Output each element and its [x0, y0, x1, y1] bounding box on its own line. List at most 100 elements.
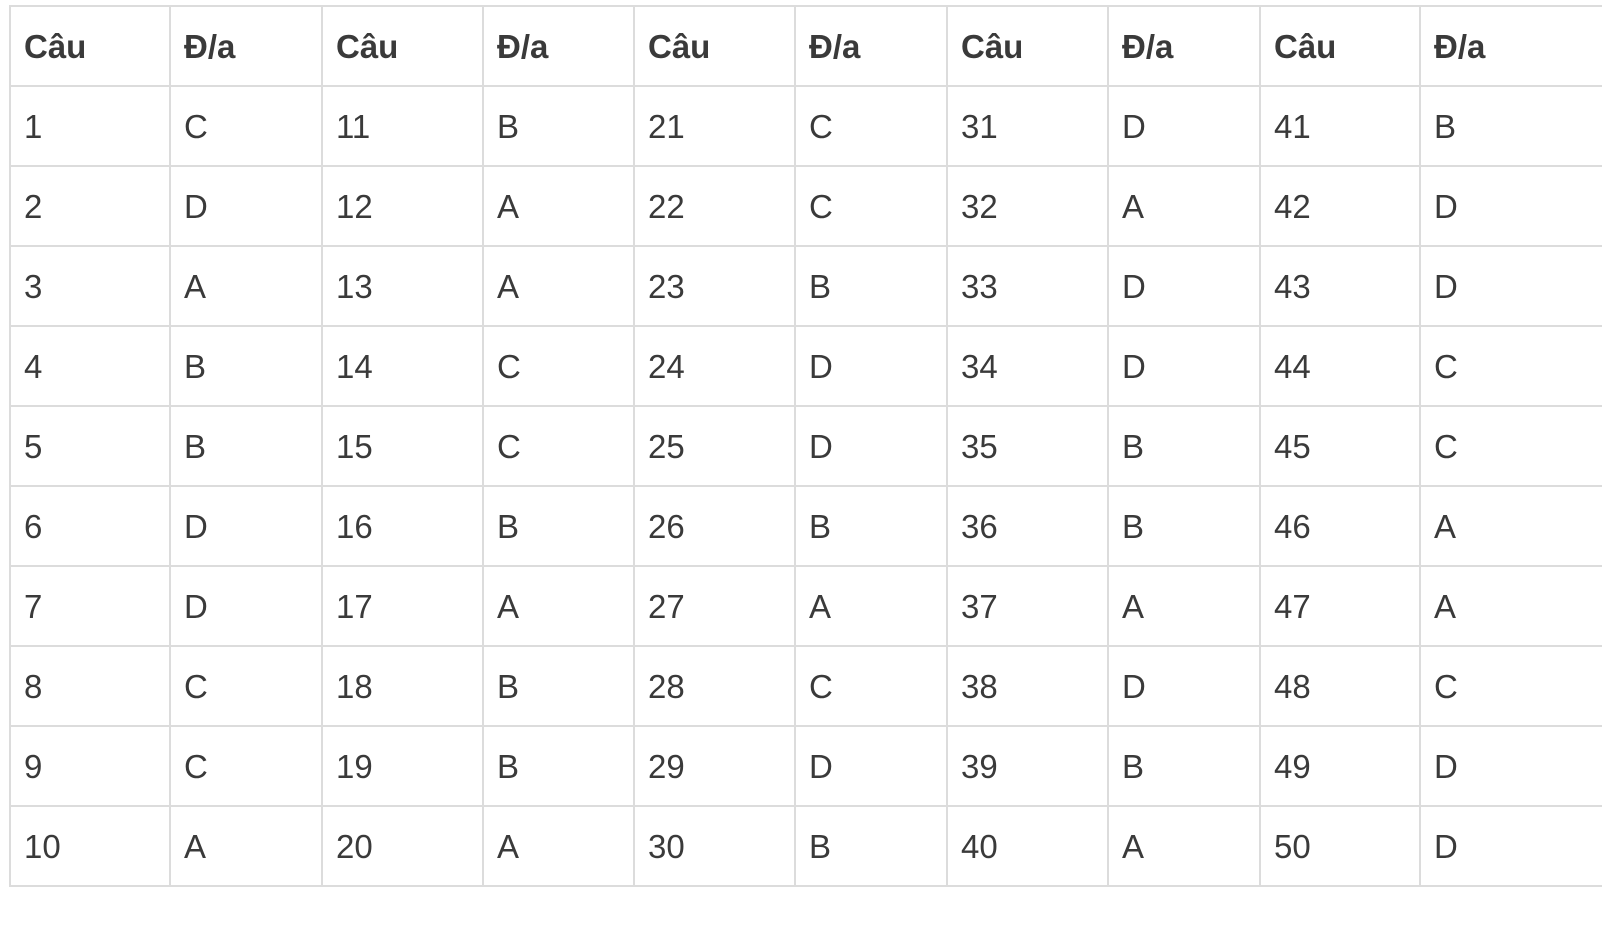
question-number: 20 — [321, 805, 484, 887]
answer-letter: B — [1107, 485, 1261, 567]
question-number: 5 — [9, 405, 171, 487]
question-number: 46 — [1259, 485, 1421, 567]
question-number: 15 — [321, 405, 484, 487]
question-number: 13 — [321, 245, 484, 327]
answer-letter: A — [482, 165, 635, 247]
answer-letter: A — [1419, 485, 1602, 567]
answer-letter: A — [1107, 165, 1261, 247]
answer-letter: D — [1107, 85, 1261, 167]
answer-letter: D — [794, 405, 948, 487]
answer-letter: B — [482, 645, 635, 727]
question-number: 1 — [9, 85, 171, 167]
question-number: 27 — [633, 565, 796, 647]
answer-letter: B — [482, 85, 635, 167]
table-row: 1 C 11 B 21 C 31 D 41 B — [9, 85, 1602, 167]
answer-letter: D — [794, 325, 948, 407]
question-number: 7 — [9, 565, 171, 647]
answer-letter: B — [1107, 725, 1261, 807]
answer-letter: C — [1419, 645, 1602, 727]
question-number: 19 — [321, 725, 484, 807]
answer-letter: A — [1419, 565, 1602, 647]
question-number: 16 — [321, 485, 484, 567]
answer-letter: D — [1107, 325, 1261, 407]
answer-letter: A — [482, 565, 635, 647]
header-question-4: Câu — [946, 5, 1109, 87]
answer-letter: C — [1419, 405, 1602, 487]
question-number: 8 — [9, 645, 171, 727]
question-number: 11 — [321, 85, 484, 167]
table-header-row: Câu Đ/a Câu Đ/a Câu Đ/a Câu Đ/a Câu Đ/a — [9, 5, 1602, 87]
answer-letter: A — [482, 245, 635, 327]
question-number: 14 — [321, 325, 484, 407]
answer-letter: C — [482, 325, 635, 407]
answer-letter: B — [794, 485, 948, 567]
answer-letter: C — [169, 725, 323, 807]
table-row: 7 D 17 A 27 A 37 A 47 A — [9, 565, 1602, 647]
table-row: 2 D 12 A 22 C 32 A 42 D — [9, 165, 1602, 247]
header-answer-4: Đ/a — [1107, 5, 1261, 87]
question-number: 34 — [946, 325, 1109, 407]
question-number: 2 — [9, 165, 171, 247]
answer-letter: D — [1419, 165, 1602, 247]
question-number: 21 — [633, 85, 796, 167]
table-row: 9 C 19 B 29 D 39 B 49 D — [9, 725, 1602, 807]
question-number: 32 — [946, 165, 1109, 247]
answer-letter: A — [169, 805, 323, 887]
answer-letter: A — [169, 245, 323, 327]
question-number: 39 — [946, 725, 1109, 807]
header-answer-2: Đ/a — [482, 5, 635, 87]
answer-letter: C — [794, 165, 948, 247]
table-row: 6 D 16 B 26 B 36 B 46 A — [9, 485, 1602, 567]
question-number: 37 — [946, 565, 1109, 647]
answer-letter: A — [794, 565, 948, 647]
answer-letter: A — [1107, 565, 1261, 647]
answer-letter: C — [482, 405, 635, 487]
question-number: 28 — [633, 645, 796, 727]
question-number: 29 — [633, 725, 796, 807]
answer-letter: D — [169, 485, 323, 567]
question-number: 47 — [1259, 565, 1421, 647]
answer-letter: C — [169, 645, 323, 727]
answer-letter: B — [794, 805, 948, 887]
question-number: 23 — [633, 245, 796, 327]
answer-letter: B — [169, 325, 323, 407]
header-answer-1: Đ/a — [169, 5, 323, 87]
question-number: 41 — [1259, 85, 1421, 167]
answer-letter: B — [794, 245, 948, 327]
answer-letter: B — [482, 725, 635, 807]
question-number: 30 — [633, 805, 796, 887]
question-number: 48 — [1259, 645, 1421, 727]
header-question-2: Câu — [321, 5, 484, 87]
answer-letter: D — [794, 725, 948, 807]
answer-letter: C — [1419, 325, 1602, 407]
question-number: 24 — [633, 325, 796, 407]
question-number: 12 — [321, 165, 484, 247]
table-row: 3 A 13 A 23 B 33 D 43 D — [9, 245, 1602, 327]
question-number: 3 — [9, 245, 171, 327]
question-number: 31 — [946, 85, 1109, 167]
question-number: 35 — [946, 405, 1109, 487]
answer-letter: D — [1419, 805, 1602, 887]
answer-letter: B — [482, 485, 635, 567]
header-question-1: Câu — [9, 5, 171, 87]
question-number: 38 — [946, 645, 1109, 727]
answer-key-table: Câu Đ/a Câu Đ/a Câu Đ/a Câu Đ/a Câu Đ/a … — [9, 5, 1602, 887]
answer-letter: B — [169, 405, 323, 487]
answer-letter: D — [1107, 645, 1261, 727]
question-number: 43 — [1259, 245, 1421, 327]
answer-letter: D — [169, 565, 323, 647]
question-number: 36 — [946, 485, 1109, 567]
question-number: 9 — [9, 725, 171, 807]
answer-letter: B — [1419, 85, 1602, 167]
answer-letter: A — [482, 805, 635, 887]
answer-letter: A — [1107, 805, 1261, 887]
question-number: 49 — [1259, 725, 1421, 807]
table-row: 4 B 14 C 24 D 34 D 44 C — [9, 325, 1602, 407]
answer-letter: C — [794, 645, 948, 727]
table-body: 1 C 11 B 21 C 31 D 41 B 2 D 12 A 22 C 32… — [9, 85, 1602, 887]
header-answer-3: Đ/a — [794, 5, 948, 87]
question-number: 45 — [1259, 405, 1421, 487]
answer-letter: B — [1107, 405, 1261, 487]
answer-letter: C — [794, 85, 948, 167]
question-number: 22 — [633, 165, 796, 247]
